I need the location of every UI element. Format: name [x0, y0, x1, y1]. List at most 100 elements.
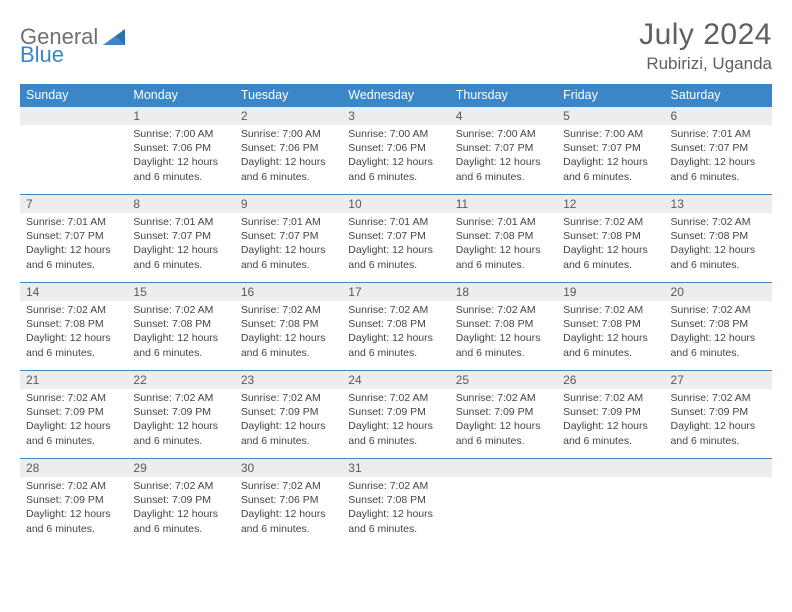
- day-number: 29: [127, 459, 234, 477]
- calendar-row: 21Sunrise: 7:02 AMSunset: 7:09 PMDayligh…: [20, 371, 772, 459]
- sunrise-text: Sunrise: 7:02 AM: [671, 391, 766, 405]
- day-body: Sunrise: 7:01 AMSunset: 7:08 PMDaylight:…: [450, 213, 557, 276]
- sunrise-text: Sunrise: 7:01 AM: [241, 215, 336, 229]
- sunrise-text: Sunrise: 7:00 AM: [563, 127, 658, 141]
- daylight-text: Daylight: 12 hours and 6 minutes.: [241, 331, 336, 359]
- day-number: 5: [557, 107, 664, 125]
- sunset-text: Sunset: 7:08 PM: [26, 317, 121, 331]
- day-number: 9: [235, 195, 342, 213]
- day-number: 11: [450, 195, 557, 213]
- day-number: [557, 459, 664, 477]
- sunset-text: Sunset: 7:09 PM: [563, 405, 658, 419]
- sunset-text: Sunset: 7:09 PM: [241, 405, 336, 419]
- day-number: 21: [20, 371, 127, 389]
- sunrise-text: Sunrise: 7:02 AM: [241, 303, 336, 317]
- calendar-cell: 10Sunrise: 7:01 AMSunset: 7:07 PMDayligh…: [342, 195, 449, 283]
- day-number: 1: [127, 107, 234, 125]
- day-body: Sunrise: 7:02 AMSunset: 7:09 PMDaylight:…: [127, 389, 234, 452]
- calendar-cell: [450, 459, 557, 547]
- calendar-cell: 12Sunrise: 7:02 AMSunset: 7:08 PMDayligh…: [557, 195, 664, 283]
- daylight-text: Daylight: 12 hours and 6 minutes.: [133, 419, 228, 447]
- daylight-text: Daylight: 12 hours and 6 minutes.: [133, 331, 228, 359]
- sunrise-text: Sunrise: 7:02 AM: [671, 215, 766, 229]
- calendar-cell: 27Sunrise: 7:02 AMSunset: 7:09 PMDayligh…: [665, 371, 772, 459]
- day-number: [665, 459, 772, 477]
- day-body: Sunrise: 7:02 AMSunset: 7:08 PMDaylight:…: [342, 301, 449, 364]
- daylight-text: Daylight: 12 hours and 6 minutes.: [456, 243, 551, 271]
- sunrise-text: Sunrise: 7:02 AM: [348, 391, 443, 405]
- calendar-cell: 7Sunrise: 7:01 AMSunset: 7:07 PMDaylight…: [20, 195, 127, 283]
- sunrise-text: Sunrise: 7:00 AM: [241, 127, 336, 141]
- weekday-sat: Saturday: [665, 84, 772, 107]
- day-body: Sunrise: 7:02 AMSunset: 7:08 PMDaylight:…: [127, 301, 234, 364]
- calendar-cell: 17Sunrise: 7:02 AMSunset: 7:08 PMDayligh…: [342, 283, 449, 371]
- day-number: 30: [235, 459, 342, 477]
- weekday-tue: Tuesday: [235, 84, 342, 107]
- sunrise-text: Sunrise: 7:02 AM: [456, 303, 551, 317]
- calendar-cell: 4Sunrise: 7:00 AMSunset: 7:07 PMDaylight…: [450, 107, 557, 195]
- calendar-row: 7Sunrise: 7:01 AMSunset: 7:07 PMDaylight…: [20, 195, 772, 283]
- daylight-text: Daylight: 12 hours and 6 minutes.: [348, 419, 443, 447]
- sunrise-text: Sunrise: 7:01 AM: [671, 127, 766, 141]
- calendar-cell: [665, 459, 772, 547]
- day-number: 22: [127, 371, 234, 389]
- daylight-text: Daylight: 12 hours and 6 minutes.: [348, 155, 443, 183]
- sunset-text: Sunset: 7:07 PM: [671, 141, 766, 155]
- calendar-cell: 6Sunrise: 7:01 AMSunset: 7:07 PMDaylight…: [665, 107, 772, 195]
- daylight-text: Daylight: 12 hours and 6 minutes.: [563, 331, 658, 359]
- calendar-cell: 25Sunrise: 7:02 AMSunset: 7:09 PMDayligh…: [450, 371, 557, 459]
- sunrise-text: Sunrise: 7:02 AM: [563, 391, 658, 405]
- logo-sail-icon: [102, 28, 126, 46]
- sunrise-text: Sunrise: 7:02 AM: [26, 391, 121, 405]
- calendar-cell: 23Sunrise: 7:02 AMSunset: 7:09 PMDayligh…: [235, 371, 342, 459]
- day-number: 15: [127, 283, 234, 301]
- day-number: [450, 459, 557, 477]
- daylight-text: Daylight: 12 hours and 6 minutes.: [671, 419, 766, 447]
- daylight-text: Daylight: 12 hours and 6 minutes.: [563, 155, 658, 183]
- daylight-text: Daylight: 12 hours and 6 minutes.: [671, 155, 766, 183]
- daylight-text: Daylight: 12 hours and 6 minutes.: [133, 155, 228, 183]
- calendar-cell: 31Sunrise: 7:02 AMSunset: 7:08 PMDayligh…: [342, 459, 449, 547]
- sunset-text: Sunset: 7:08 PM: [671, 229, 766, 243]
- day-number: 17: [342, 283, 449, 301]
- day-body: Sunrise: 7:02 AMSunset: 7:09 PMDaylight:…: [235, 389, 342, 452]
- day-body: Sunrise: 7:02 AMSunset: 7:08 PMDaylight:…: [665, 213, 772, 276]
- day-body: Sunrise: 7:02 AMSunset: 7:09 PMDaylight:…: [20, 389, 127, 452]
- sunset-text: Sunset: 7:09 PM: [671, 405, 766, 419]
- day-number: 4: [450, 107, 557, 125]
- calendar-cell: 1Sunrise: 7:00 AMSunset: 7:06 PMDaylight…: [127, 107, 234, 195]
- daylight-text: Daylight: 12 hours and 6 minutes.: [671, 243, 766, 271]
- day-number: 24: [342, 371, 449, 389]
- sunrise-text: Sunrise: 7:00 AM: [133, 127, 228, 141]
- day-number: 28: [20, 459, 127, 477]
- day-number: 25: [450, 371, 557, 389]
- day-body: Sunrise: 7:02 AMSunset: 7:08 PMDaylight:…: [20, 301, 127, 364]
- weekday-thu: Thursday: [450, 84, 557, 107]
- sunset-text: Sunset: 7:07 PM: [133, 229, 228, 243]
- sunset-text: Sunset: 7:09 PM: [133, 405, 228, 419]
- daylight-text: Daylight: 12 hours and 6 minutes.: [563, 243, 658, 271]
- title-block: July 2024 Rubirizi, Uganda: [639, 18, 772, 74]
- day-body: Sunrise: 7:02 AMSunset: 7:08 PMDaylight:…: [557, 213, 664, 276]
- sunrise-text: Sunrise: 7:02 AM: [133, 479, 228, 493]
- calendar-cell: 5Sunrise: 7:00 AMSunset: 7:07 PMDaylight…: [557, 107, 664, 195]
- day-number: 12: [557, 195, 664, 213]
- day-body: Sunrise: 7:00 AMSunset: 7:06 PMDaylight:…: [235, 125, 342, 188]
- sunset-text: Sunset: 7:09 PM: [348, 405, 443, 419]
- day-number: 13: [665, 195, 772, 213]
- day-body: Sunrise: 7:02 AMSunset: 7:06 PMDaylight:…: [235, 477, 342, 540]
- daylight-text: Daylight: 12 hours and 6 minutes.: [348, 331, 443, 359]
- daylight-text: Daylight: 12 hours and 6 minutes.: [241, 243, 336, 271]
- daylight-text: Daylight: 12 hours and 6 minutes.: [133, 243, 228, 271]
- day-number: 8: [127, 195, 234, 213]
- sunset-text: Sunset: 7:08 PM: [133, 317, 228, 331]
- calendar-cell: 11Sunrise: 7:01 AMSunset: 7:08 PMDayligh…: [450, 195, 557, 283]
- day-body: Sunrise: 7:01 AMSunset: 7:07 PMDaylight:…: [665, 125, 772, 188]
- calendar-cell: 29Sunrise: 7:02 AMSunset: 7:09 PMDayligh…: [127, 459, 234, 547]
- calendar-cell: [20, 107, 127, 195]
- calendar-cell: [557, 459, 664, 547]
- sunrise-text: Sunrise: 7:01 AM: [26, 215, 121, 229]
- calendar-cell: 9Sunrise: 7:01 AMSunset: 7:07 PMDaylight…: [235, 195, 342, 283]
- calendar-cell: 15Sunrise: 7:02 AMSunset: 7:08 PMDayligh…: [127, 283, 234, 371]
- calendar-cell: 20Sunrise: 7:02 AMSunset: 7:08 PMDayligh…: [665, 283, 772, 371]
